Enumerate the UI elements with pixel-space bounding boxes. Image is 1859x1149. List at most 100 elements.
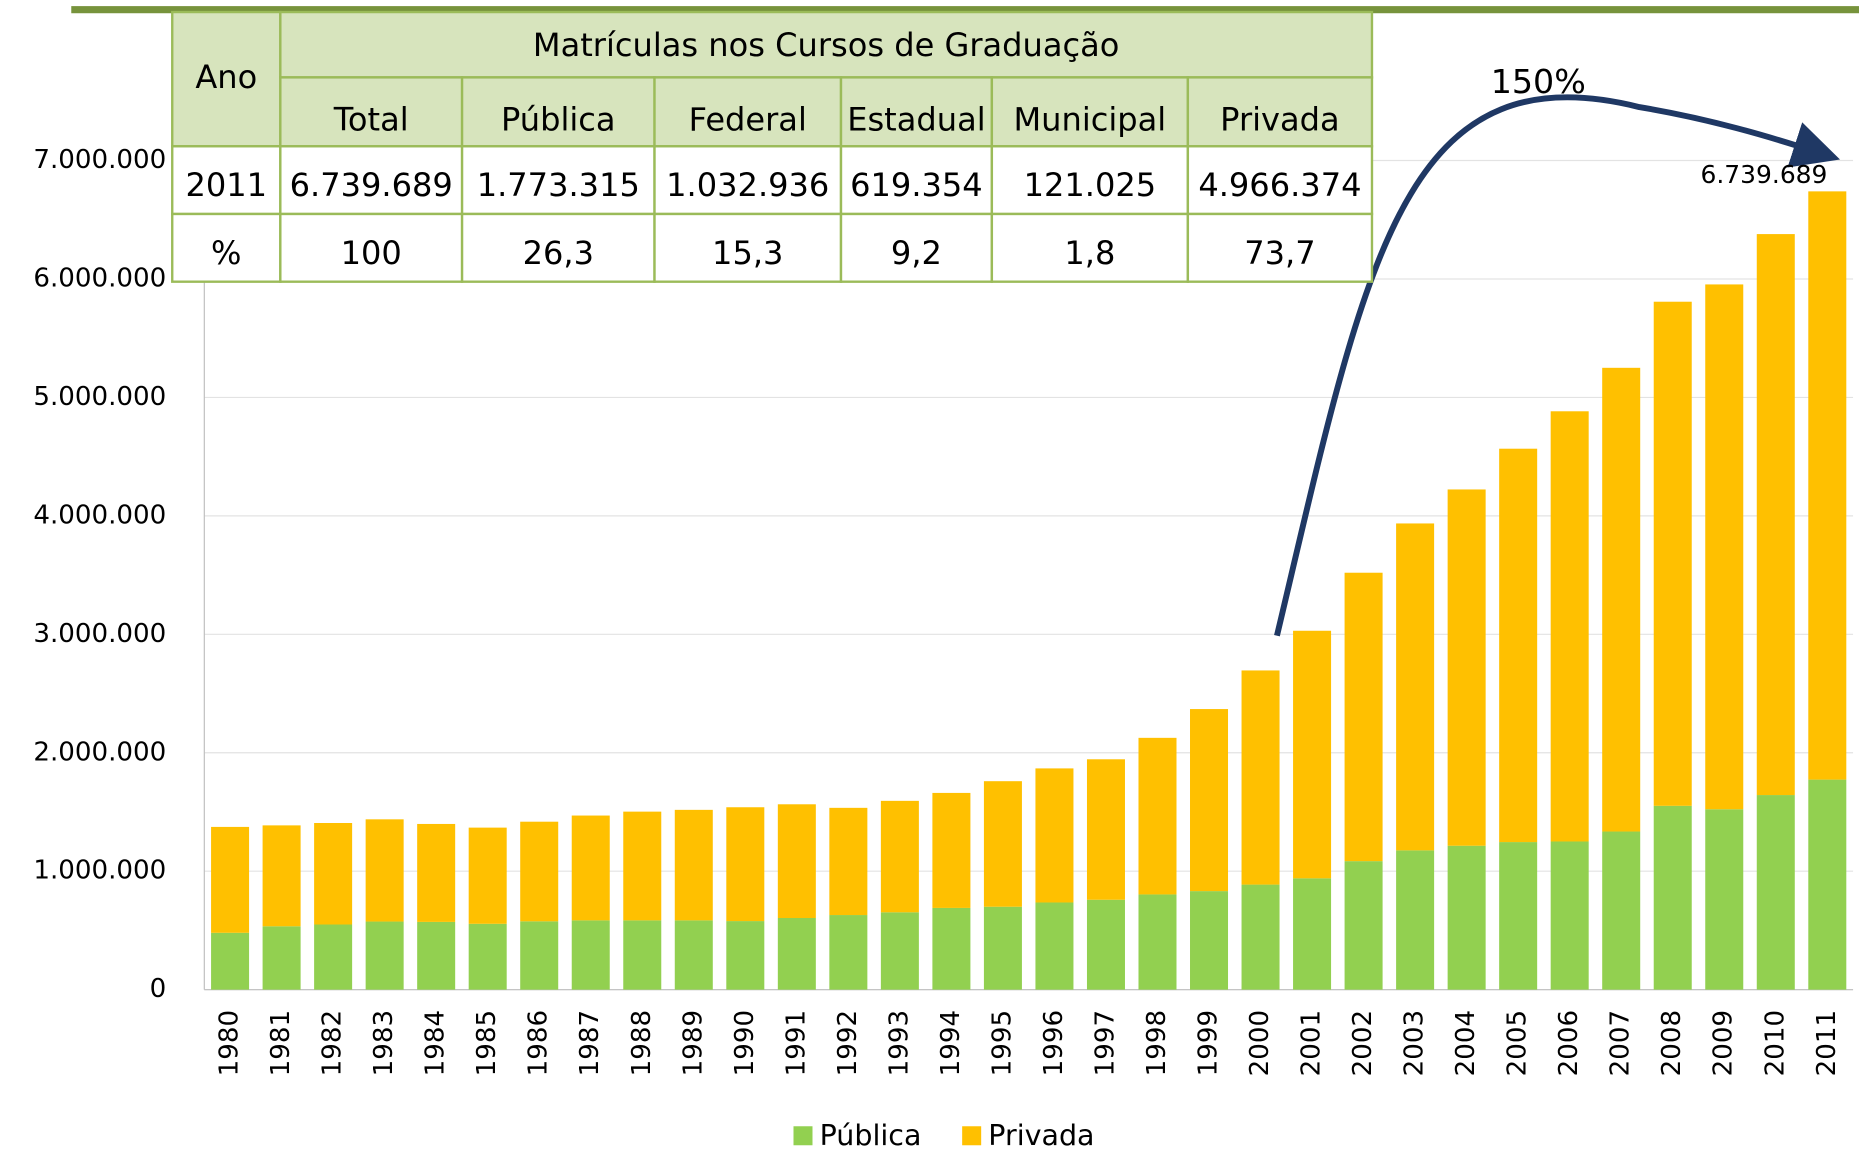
table-column-header: Privada [1220, 100, 1339, 138]
bar-segment [211, 826, 250, 933]
bar-segment [1447, 489, 1486, 846]
header-bar [71, 6, 1859, 14]
y-tick-label: 1.000.000 [33, 856, 166, 886]
x-tick-label: 1996 [1039, 1010, 1069, 1077]
table-cell [460, 76, 656, 148]
x-tick-label: 1981 [266, 1010, 296, 1077]
x-tick-label: 2011 [1812, 1010, 1842, 1076]
x-tick-label: 1992 [833, 1010, 863, 1077]
table-cell-text: 1.032.936 [666, 166, 829, 204]
bar-segment [314, 823, 353, 925]
bar-segment [1138, 894, 1177, 990]
bar-segment [932, 907, 971, 990]
table-cell-text: 100 [341, 234, 402, 272]
table-column-header: Federal [689, 100, 807, 138]
bar-segment [417, 921, 456, 990]
growth-arrow [1274, 94, 1841, 637]
bar-segment [1550, 411, 1589, 842]
table-cell [653, 145, 843, 216]
bar-segment [829, 915, 868, 990]
bar-segment [1190, 891, 1229, 990]
bar-segment [726, 921, 765, 990]
annotation: 150% [1491, 62, 1586, 101]
x-tick-label: 1984 [421, 1010, 451, 1077]
bar-segment [983, 906, 1022, 990]
x-tick-label: 2006 [1554, 1010, 1584, 1077]
table-cell-text: 6.739.689 [290, 166, 453, 204]
x-tick-label: 1985 [472, 1010, 502, 1077]
bar-segment [1602, 367, 1641, 832]
x-tick-label: 1983 [369, 1010, 399, 1077]
bar-segment [880, 912, 919, 990]
table-column-header: Estadual [847, 100, 985, 138]
bar-segment [1396, 523, 1435, 851]
bar-segment [417, 823, 456, 922]
bar-segment [829, 807, 868, 916]
table-cell-text: 1.773.315 [477, 166, 640, 204]
bar-segment [777, 804, 816, 918]
bar-segment [674, 920, 713, 990]
bar-segment [1293, 630, 1332, 879]
legend-label: Privada [988, 1119, 1094, 1149]
table-header: Matrículas nos Cursos de Graduação [533, 26, 1119, 64]
table-cell-text: 1,8 [1064, 234, 1115, 272]
bar-segment [1086, 899, 1125, 990]
table-cell [171, 10, 282, 148]
table-cell-text: 4.966.374 [1198, 166, 1361, 204]
bar-segment [726, 807, 765, 922]
bar-segment [1138, 737, 1177, 895]
x-tick-label: 1989 [678, 1010, 708, 1076]
bar-segment [1447, 845, 1486, 990]
bar-segment [468, 827, 507, 924]
table-header: Ano [195, 58, 257, 96]
bar-segment [262, 825, 301, 927]
bar-segment [1241, 884, 1280, 990]
bar-segment [1035, 768, 1074, 903]
bar-segment [1550, 841, 1589, 990]
table-cell-text: 2011 [185, 166, 267, 204]
x-tick-label: 1988 [627, 1010, 657, 1077]
bar-segment [1705, 809, 1744, 990]
x-tick-label: 1982 [318, 1010, 348, 1077]
x-tick-label: 2010 [1760, 1010, 1790, 1077]
bar-segment [983, 781, 1022, 907]
bar-segment [1653, 301, 1692, 806]
x-tick-label: 1998 [1142, 1010, 1172, 1076]
bar-segment [932, 792, 971, 908]
bar-segment [365, 921, 404, 990]
bar-segment [365, 819, 404, 922]
bar-segment [1653, 805, 1692, 990]
x-tick-label: 1980 [215, 1010, 245, 1077]
bar-segment [674, 809, 713, 921]
x-tick-label: 1999 [1194, 1010, 1224, 1077]
x-tick-label: 1987 [575, 1010, 605, 1077]
bar-segment [211, 932, 250, 990]
bar-segment [520, 821, 559, 922]
bar-segment [1602, 831, 1641, 990]
x-tick-label: 1997 [1090, 1010, 1120, 1076]
bar-segment [1756, 234, 1795, 796]
bar-segment [623, 811, 662, 921]
y-tick-label: 0 [150, 974, 167, 1004]
table-cell-text: 121.025 [1024, 166, 1157, 204]
x-tick-label: 1991 [781, 1010, 811, 1076]
y-tick-label: 6.000.000 [33, 263, 166, 293]
table-cell-text: 26,3 [523, 234, 594, 272]
x-tick-label: 2002 [1348, 1010, 1378, 1077]
table-cell-text: 9,2 [891, 234, 942, 272]
table-column-header: Total [333, 100, 409, 138]
bar-segment [314, 924, 353, 990]
table-cell [653, 212, 843, 283]
table-cell-text: 619.354 [850, 166, 983, 204]
bar-segment [1086, 759, 1125, 900]
table-cell [279, 10, 1374, 79]
x-tick-label: 2003 [1400, 1010, 1430, 1077]
x-tick-label: 1993 [884, 1010, 914, 1077]
x-tick-label: 1986 [524, 1010, 554, 1077]
legend-swatch [793, 1126, 813, 1146]
bar-segment [571, 815, 610, 921]
x-tick-label: 1995 [987, 1010, 1017, 1077]
bar-segment [468, 923, 507, 990]
bar-segment [1808, 779, 1847, 990]
bar-segment [1808, 191, 1847, 780]
